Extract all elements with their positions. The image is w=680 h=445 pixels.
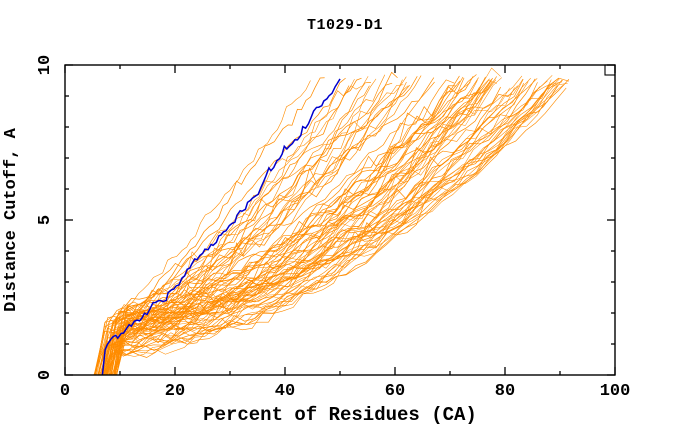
- svg-text:100: 100: [600, 382, 631, 401]
- svg-text:10: 10: [36, 55, 55, 75]
- svg-text:20: 20: [165, 382, 185, 401]
- svg-text:0: 0: [60, 382, 70, 401]
- svg-text:T1029-D1: T1029-D1: [307, 17, 383, 34]
- svg-text:60: 60: [385, 382, 405, 401]
- svg-text:Distance Cutoff, A: Distance Cutoff, A: [2, 127, 21, 311]
- svg-text:Percent of Residues (CA): Percent of Residues (CA): [203, 404, 477, 426]
- svg-text:0: 0: [36, 370, 55, 380]
- svg-text:5: 5: [36, 215, 55, 225]
- svg-text:40: 40: [275, 382, 295, 401]
- svg-text:80: 80: [495, 382, 515, 401]
